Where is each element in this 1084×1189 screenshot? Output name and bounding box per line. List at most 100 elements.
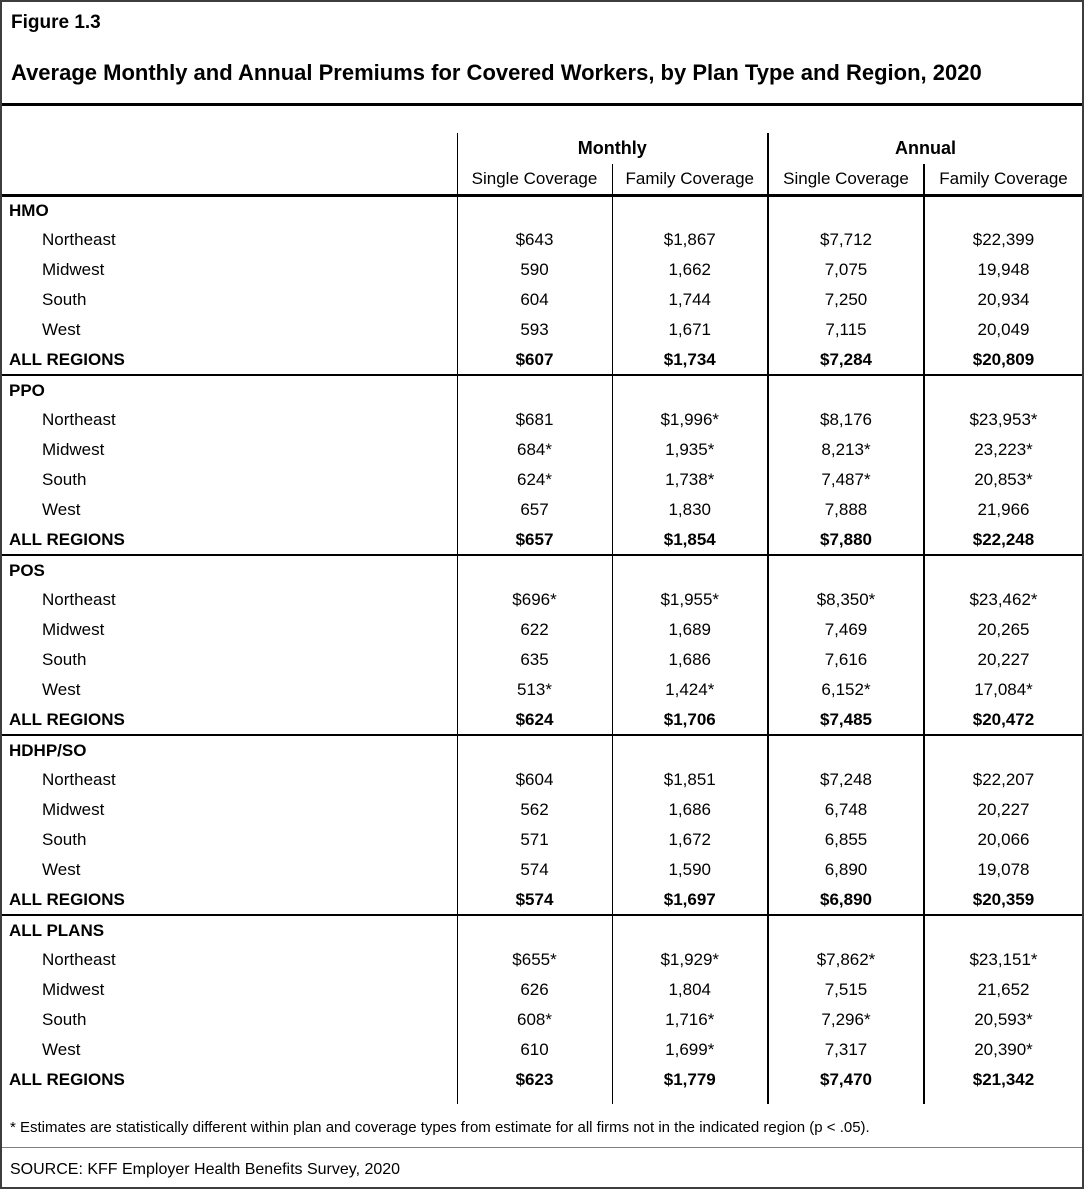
region-row: Midwest 590 1,662 7,075 19,948 bbox=[2, 255, 1082, 285]
all-regions-label: ALL REGIONS bbox=[9, 889, 125, 909]
value-cell: $20,472 bbox=[923, 705, 1082, 735]
region-row: Northeast $604 $1,851 $7,248 $22,207 bbox=[2, 765, 1082, 795]
value-cell: $623 bbox=[456, 1065, 612, 1095]
value-cell: 1,699* bbox=[611, 1035, 768, 1065]
value-cell bbox=[611, 195, 768, 225]
region-row: West 574 1,590 6,890 19,078 bbox=[2, 855, 1082, 885]
region-label: Midwest bbox=[42, 620, 105, 639]
value-cell: 8,213* bbox=[767, 435, 924, 465]
value-cell: 7,115 bbox=[767, 315, 924, 345]
region-row: West 593 1,671 7,115 20,049 bbox=[2, 315, 1082, 345]
value-cell: 7,317 bbox=[767, 1035, 924, 1065]
value-cell bbox=[767, 734, 924, 765]
value-cell bbox=[611, 734, 768, 765]
value-cell bbox=[456, 1095, 612, 1104]
column-group-annual: Annual bbox=[767, 133, 1082, 164]
region-label: West bbox=[42, 680, 81, 699]
region-row: Midwest 562 1,686 6,748 20,227 bbox=[2, 795, 1082, 825]
value-cell: 1,671 bbox=[611, 315, 768, 345]
region-row: Midwest 622 1,689 7,469 20,265 bbox=[2, 615, 1082, 645]
region-row: Northeast $696* $1,955* $8,350* $23,462* bbox=[2, 585, 1082, 615]
value-cell: 604 bbox=[456, 285, 612, 315]
value-cell: $1,779 bbox=[611, 1065, 768, 1095]
region-row: South 571 1,672 6,855 20,066 bbox=[2, 825, 1082, 855]
column-group-row: Monthly Annual bbox=[2, 133, 1082, 164]
region-row: West 610 1,699* 7,317 20,390* bbox=[2, 1035, 1082, 1065]
value-cell: 1,716* bbox=[611, 1005, 768, 1035]
all-regions-row: ALL REGIONS $607 $1,734 $7,284 $20,809 bbox=[2, 345, 1082, 375]
value-cell: 20,227 bbox=[923, 795, 1082, 825]
section-name: HMO bbox=[9, 200, 49, 220]
header-monthly-family: Family Coverage bbox=[611, 164, 768, 197]
value-cell: 684* bbox=[456, 435, 612, 465]
value-cell: $23,953* bbox=[923, 405, 1082, 435]
value-cell: 7,469 bbox=[767, 615, 924, 645]
value-cell bbox=[923, 914, 1082, 945]
region-label: South bbox=[42, 830, 87, 849]
value-cell: $607 bbox=[456, 345, 612, 375]
region-row: South 635 1,686 7,616 20,227 bbox=[2, 645, 1082, 675]
region-label: South bbox=[42, 470, 87, 489]
value-cell: 20,934 bbox=[923, 285, 1082, 315]
value-cell: 20,853* bbox=[923, 465, 1082, 495]
figure-label: Figure 1.3 bbox=[11, 12, 101, 33]
region-label: Northeast bbox=[42, 410, 116, 429]
all-regions-row: ALL REGIONS $657 $1,854 $7,880 $22,248 bbox=[2, 525, 1082, 555]
value-cell bbox=[611, 374, 768, 405]
region-label: South bbox=[42, 290, 87, 309]
value-cell: $7,862* bbox=[767, 945, 924, 975]
value-cell bbox=[923, 554, 1082, 585]
all-regions-label: ALL REGIONS bbox=[9, 349, 125, 369]
region-label: Northeast bbox=[42, 770, 116, 789]
header-annual-family: Family Coverage bbox=[923, 164, 1082, 197]
value-cell: $7,284 bbox=[767, 345, 924, 375]
value-cell: $7,485 bbox=[767, 705, 924, 735]
value-cell: 1,744 bbox=[611, 285, 768, 315]
all-regions-label: ALL REGIONS bbox=[9, 1070, 125, 1089]
value-cell: $20,809 bbox=[923, 345, 1082, 375]
value-cell: 6,855 bbox=[767, 825, 924, 855]
section-name: PPO bbox=[2, 374, 457, 405]
section-name: ALL PLANS bbox=[2, 914, 457, 945]
value-cell: 610 bbox=[456, 1035, 612, 1065]
all-regions-row: ALL REGIONS $574 $1,697 $6,890 $20,359 bbox=[2, 885, 1082, 915]
table-body: HMO Northeast $643 $1,867 $7,712 $22,399 Midwe… bbox=[2, 195, 1082, 1104]
value-cell: $21,342 bbox=[923, 1065, 1082, 1095]
region-label: Northeast bbox=[42, 590, 116, 609]
region-label: West bbox=[42, 860, 81, 879]
region-label: Midwest bbox=[42, 260, 105, 279]
all-regions-row: ALL REGIONS $623 $1,779 $7,470 $21,342 bbox=[2, 1065, 1082, 1095]
value-cell: 19,078 bbox=[923, 855, 1082, 885]
value-cell: 624* bbox=[456, 465, 612, 495]
all-regions-row: ALL REGIONS $624 $1,706 $7,485 $20,472 bbox=[2, 705, 1082, 735]
section-header-row: PPO bbox=[2, 374, 1082, 405]
value-cell: $657 bbox=[456, 525, 612, 555]
value-cell: $574 bbox=[456, 885, 612, 915]
value-cell: 1,686 bbox=[611, 645, 768, 675]
region-row: South 604 1,744 7,250 20,934 bbox=[2, 285, 1082, 315]
value-cell: 574 bbox=[456, 855, 612, 885]
value-cell bbox=[456, 734, 612, 765]
region-row: West 657 1,830 7,888 21,966 bbox=[2, 495, 1082, 525]
value-cell: 6,890 bbox=[767, 855, 924, 885]
value-cell: 1,424* bbox=[611, 675, 768, 705]
title-block: Figure 1.3 Average Monthly and Annual Pr… bbox=[2, 2, 1082, 106]
footnote: * Estimates are statistically different … bbox=[10, 1119, 870, 1136]
value-cell: $7,880 bbox=[767, 525, 924, 555]
region-row: Northeast $681 $1,996* $8,176 $23,953* bbox=[2, 405, 1082, 435]
value-cell bbox=[923, 374, 1082, 405]
value-cell: $604 bbox=[456, 765, 612, 795]
value-cell bbox=[767, 1095, 924, 1104]
value-cell bbox=[611, 914, 768, 945]
value-cell: 21,966 bbox=[923, 495, 1082, 525]
value-cell: 6,152* bbox=[767, 675, 924, 705]
value-cell: $7,248 bbox=[767, 765, 924, 795]
value-cell: $22,248 bbox=[923, 525, 1082, 555]
value-cell bbox=[923, 734, 1082, 765]
value-cell bbox=[456, 374, 612, 405]
section-header-row: HMO bbox=[2, 195, 1082, 225]
empty-corner-cell bbox=[2, 133, 457, 164]
header-annual-single: Single Coverage bbox=[767, 164, 924, 197]
region-label: South bbox=[42, 650, 87, 669]
